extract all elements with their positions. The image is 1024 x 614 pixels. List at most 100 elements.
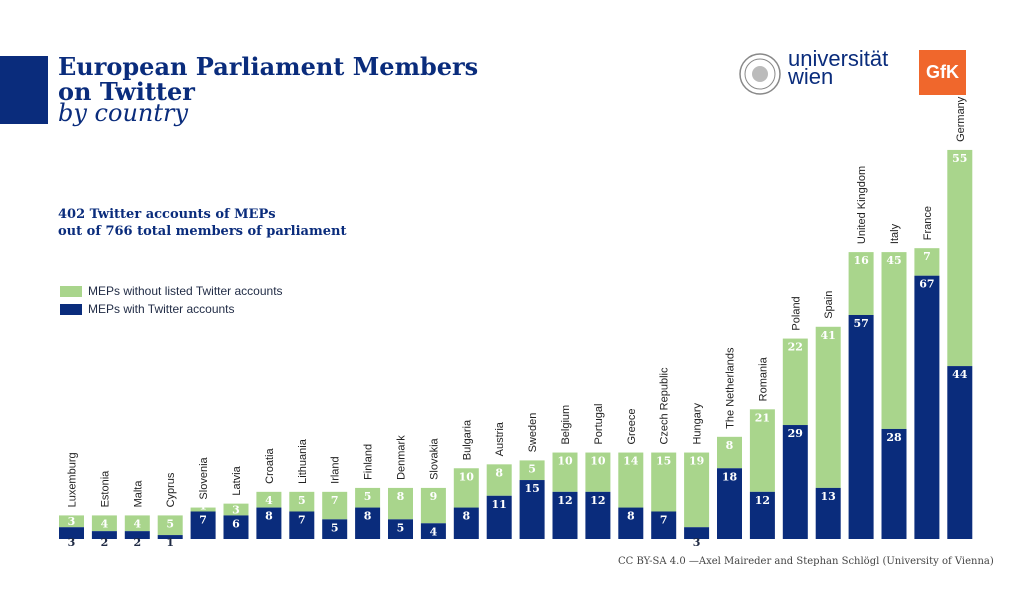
bar-without-twitter-poland xyxy=(782,338,808,426)
bar-with-twitter-slovakia xyxy=(420,523,446,539)
bar-with-twitter-germany xyxy=(947,366,973,539)
label-without-twitter-latvia: 3 xyxy=(232,503,240,516)
bar-without-twitter-the-netherlands xyxy=(717,436,742,469)
bar-with-twitter-croatia xyxy=(256,507,282,539)
label-with-twitter-germany: 44 xyxy=(952,368,968,381)
category-label-the-netherlands: The Netherlands xyxy=(725,347,737,429)
bar-with-twitter-bulgaria xyxy=(453,507,479,539)
bar-without-twitter-portugal xyxy=(585,452,611,492)
category-label-czech-republic: Czech Republic xyxy=(659,367,671,445)
category-label-greece: Greece xyxy=(626,408,638,444)
label-with-twitter-spain: 13 xyxy=(821,490,836,503)
bar-with-twitter-italy xyxy=(881,428,907,539)
category-label-bulgaria: Bulgaria xyxy=(461,419,473,460)
bar-without-twitter-estonia xyxy=(91,515,117,532)
bar-without-twitter-denmark xyxy=(388,487,413,520)
label-with-twitter-the-netherlands: 18 xyxy=(722,470,738,483)
label-without-twitter-irland: 7 xyxy=(331,494,339,507)
bar-without-twitter-belgium xyxy=(552,452,578,492)
legend-item-with-twitter: MEPs with Twitter accounts xyxy=(60,300,283,318)
category-label-austria: Austria xyxy=(494,421,506,456)
label-without-twitter-slovakia: 9 xyxy=(430,490,438,503)
category-label-romania: Romania xyxy=(757,356,769,401)
bar-with-twitter-france xyxy=(914,275,940,539)
label-without-twitter-poland: 22 xyxy=(788,341,803,354)
label-with-twitter-greece: 8 xyxy=(627,510,635,523)
bar-with-twitter-denmark xyxy=(388,519,413,539)
label-without-twitter-luxemburg: 3 xyxy=(68,515,76,528)
category-label-luxemburg: Luxemburg xyxy=(67,452,79,507)
category-label-hungary: Hungary xyxy=(692,402,704,444)
label-with-twitter-france: 67 xyxy=(919,278,934,291)
category-label-spain: Spain xyxy=(823,291,835,319)
bar-with-twitter-hungary xyxy=(684,527,710,539)
label-without-twitter-the-netherlands: 8 xyxy=(726,439,734,452)
bar-without-twitter-lithuania xyxy=(289,491,315,512)
label-with-twitter-poland: 29 xyxy=(788,427,803,440)
bar-with-twitter-sweden xyxy=(519,480,545,539)
label-without-twitter-estonia: 4 xyxy=(101,517,109,530)
label-with-twitter-hungary: 3 xyxy=(693,536,701,549)
bar-with-twitter-irland xyxy=(322,519,348,539)
category-label-poland: Poland xyxy=(790,296,802,330)
bar-without-twitter-luxemburg xyxy=(59,515,84,528)
label-without-twitter-denmark: 8 xyxy=(397,490,405,503)
label-without-twitter-spain: 41 xyxy=(821,329,836,342)
label-without-twitter-malta: 4 xyxy=(133,517,141,530)
label-with-twitter-cyprus: 1 xyxy=(166,536,174,549)
bar-without-twitter-sweden xyxy=(519,460,545,481)
label-without-twitter-united-kingdom: 16 xyxy=(853,254,869,267)
label-without-twitter-romania: 21 xyxy=(755,411,770,424)
bar-with-twitter-estonia xyxy=(91,531,117,539)
category-label-denmark: Denmark xyxy=(396,435,408,480)
bar-with-twitter-slovenia xyxy=(190,511,216,539)
label-without-twitter-germany: 55 xyxy=(952,152,967,165)
chart-legend: MEPs without listed Twitter accounts MEP… xyxy=(60,282,283,318)
label-without-twitter-czech-republic: 15 xyxy=(656,455,671,468)
bar-without-twitter-finland xyxy=(355,487,381,508)
bar-with-twitter-greece xyxy=(618,507,644,539)
bar-with-twitter-united-kingdom xyxy=(848,314,874,539)
bar-without-twitter-bulgaria xyxy=(453,468,479,508)
bar-without-twitter-france xyxy=(914,248,940,276)
label-without-twitter-hungary: 19 xyxy=(689,455,704,468)
bar-without-twitter-italy xyxy=(881,252,907,429)
bar-with-twitter-austria xyxy=(486,495,512,539)
legend-item-without-twitter: MEPs without listed Twitter accounts xyxy=(60,282,283,300)
summary-line-2: out of 766 total members of parliament xyxy=(58,224,347,239)
bar-without-twitter-czech-republic xyxy=(651,452,677,512)
label-with-twitter-czech-republic: 7 xyxy=(660,513,668,526)
label-without-twitter-slovenia: 1 xyxy=(199,499,207,512)
label-without-twitter-croatia: 4 xyxy=(265,494,273,507)
label-without-twitter-sweden: 5 xyxy=(528,462,536,475)
label-with-twitter-romania: 12 xyxy=(755,494,770,507)
bar-without-twitter-austria xyxy=(486,464,512,496)
category-label-portugal: Portugal xyxy=(593,404,605,445)
label-without-twitter-austria: 8 xyxy=(495,466,503,479)
bar-without-twitter-irland xyxy=(322,491,348,520)
label-with-twitter-slovenia: 7 xyxy=(199,513,207,526)
summary-line-1: 402 Twitter accounts of MEPs xyxy=(58,207,276,222)
label-with-twitter-finland: 8 xyxy=(364,510,372,523)
label-without-twitter-bulgaria: 10 xyxy=(459,470,475,483)
label-without-twitter-france: 7 xyxy=(923,250,931,263)
summary-text: 402 Twitter accounts of MEPs out of 766 … xyxy=(58,206,346,240)
bar-without-twitter-slovakia xyxy=(420,487,446,524)
label-with-twitter-sweden: 15 xyxy=(524,482,539,495)
bar-without-twitter-slovenia xyxy=(190,507,216,512)
label-with-twitter-lithuania: 7 xyxy=(298,513,306,526)
label-with-twitter-austria: 11 xyxy=(492,498,507,511)
bar-with-twitter-finland xyxy=(355,507,381,539)
label-with-twitter-irland: 5 xyxy=(331,521,339,534)
category-label-lithuania: Lithuania xyxy=(297,438,309,484)
category-label-finland: Finland xyxy=(363,444,375,480)
label-without-twitter-finland: 5 xyxy=(364,490,372,503)
university-seal-icon xyxy=(739,53,781,95)
category-label-sweden: Sweden xyxy=(527,413,539,453)
label-with-twitter-slovakia: 4 xyxy=(430,525,438,538)
label-with-twitter-united-kingdom: 57 xyxy=(853,317,868,330)
label-with-twitter-croatia: 8 xyxy=(265,510,273,523)
bar-with-twitter-czech-republic xyxy=(651,511,677,539)
category-label-malta: Malta xyxy=(132,480,144,508)
